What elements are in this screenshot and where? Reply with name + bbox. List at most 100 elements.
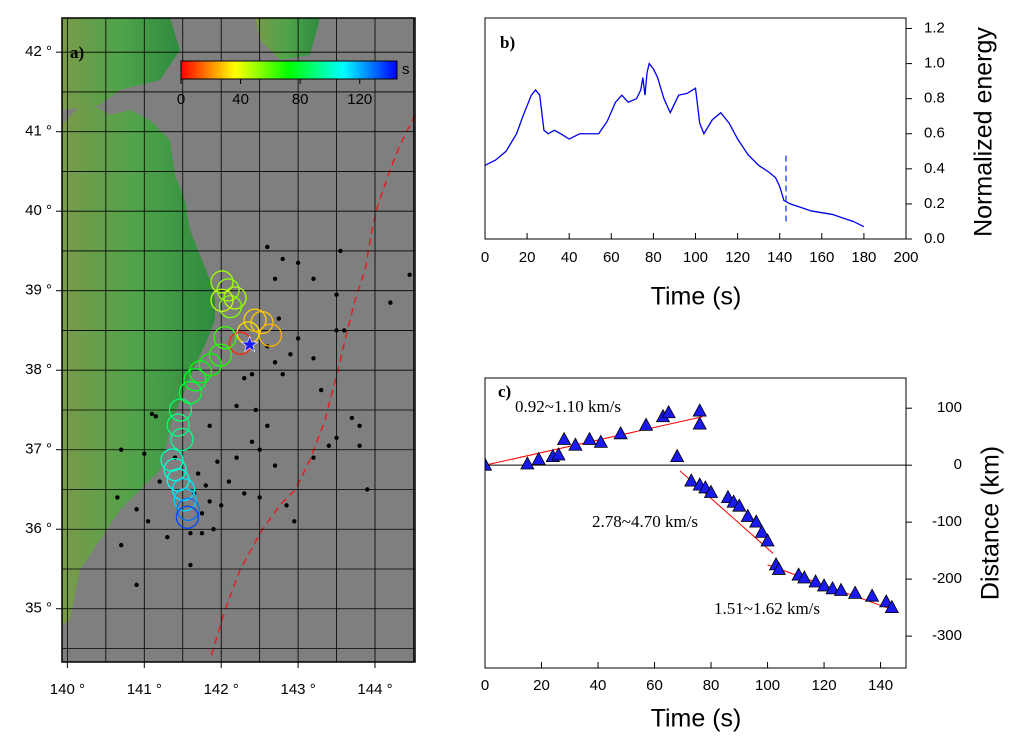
aftershock (273, 463, 277, 467)
aftershock (365, 487, 369, 491)
x-tick-label: 40 (561, 249, 578, 266)
aftershock (357, 444, 361, 448)
x-tick-label: 60 (603, 249, 620, 266)
x-tick-label: 0 (481, 677, 489, 694)
triangle (521, 457, 534, 469)
x-tick-label: 100 (683, 249, 708, 266)
aftershock (292, 519, 296, 523)
x-tick-label: 144 ° (357, 681, 392, 698)
aftershock (219, 503, 223, 507)
aftershock (388, 300, 392, 304)
aftershock (273, 360, 277, 364)
x-tick-label: 143 ° (281, 681, 316, 698)
aftershock (296, 336, 300, 340)
panel-label: b) (500, 33, 515, 52)
aftershock (288, 352, 292, 356)
aftershock (227, 479, 231, 483)
aftershock (311, 277, 315, 281)
aftershock (277, 316, 281, 320)
aftershock (211, 527, 215, 531)
aftershock (284, 503, 288, 507)
aftershock (434, 376, 438, 380)
colorbar-unit: s (402, 61, 410, 78)
x-tick-label: 40 (590, 677, 607, 694)
x-tick-label: 140 ° (50, 681, 85, 698)
aftershock (234, 404, 238, 408)
aftershock (430, 448, 434, 452)
x-tick-label: 160 (809, 249, 834, 266)
aftershock (427, 440, 431, 444)
colorbar-tick-label: 40 (232, 91, 249, 108)
x-tick-label: 80 (703, 677, 720, 694)
y-tick-label: 36 ° (25, 520, 52, 537)
aftershock (357, 424, 361, 428)
x-tick-label: 20 (519, 249, 536, 266)
aftershock (250, 440, 254, 444)
x-tick-label: 120 (812, 677, 837, 694)
colorbar-tick-label: 80 (292, 91, 309, 108)
annotation: 0.92~1.10 km/s (515, 397, 621, 416)
y-tick-label: 42 ° (25, 43, 52, 60)
x-tick-label: 200 (893, 249, 918, 266)
aftershock (273, 277, 277, 281)
aftershock (242, 376, 246, 380)
y-tick-label: 1.2 (924, 19, 945, 36)
aftershock (207, 424, 211, 428)
aftershock (134, 507, 138, 511)
distance-plot (479, 404, 913, 668)
triangle (640, 418, 653, 430)
triangle (671, 450, 684, 462)
y-tick-label: 37 ° (25, 441, 52, 458)
x-tick-label: 20 (533, 677, 550, 694)
y-axis-label: Distance (km) (977, 446, 1005, 600)
y-tick-label: -100 (932, 513, 962, 530)
aftershock (215, 459, 219, 463)
aftershock (342, 328, 346, 332)
x-tick-label: 140 (767, 249, 792, 266)
y-tick-label: 0.2 (924, 195, 945, 212)
aftershock (119, 543, 123, 547)
figure: a) s b) Time (s) Normalized energy c) Ti… (0, 0, 1010, 738)
aftershock (115, 495, 119, 499)
x-tick-label: 100 (755, 677, 780, 694)
y-tick-label: 38 ° (25, 361, 52, 378)
aftershock (350, 416, 354, 420)
aftershock (154, 414, 158, 418)
y-tick-label: 41 ° (25, 123, 52, 140)
triangle (693, 417, 706, 429)
aftershock (188, 563, 192, 567)
aftershock (196, 471, 200, 475)
aftershock (207, 499, 211, 503)
x-tick-label: 0 (481, 249, 489, 266)
annotation: 1.51~1.62 km/s (714, 599, 820, 618)
aftershock (319, 388, 323, 392)
energy-frame (485, 18, 906, 239)
annotation: 2.78~4.70 km/s (592, 512, 698, 531)
aftershock (150, 412, 154, 416)
aftershock (311, 356, 315, 360)
y-tick-label: 39 ° (25, 282, 52, 299)
y-tick-label: 35 ° (25, 600, 52, 617)
colorbar-tick-label: 120 (347, 91, 372, 108)
y-tick-label: 0.4 (924, 160, 945, 177)
x-tick-label: 120 (725, 249, 750, 266)
aftershock (142, 451, 146, 455)
triangle (685, 474, 698, 486)
panel-label: c) (498, 382, 511, 401)
aftershock (254, 408, 258, 412)
x-tick-label: 80 (645, 249, 662, 266)
y-tick-label: -300 (932, 627, 962, 644)
aftershock (296, 261, 300, 265)
aftershock (188, 531, 192, 535)
y-tick-label: 0.0 (924, 230, 945, 247)
map (62, 18, 439, 662)
aftershock (204, 483, 208, 487)
y-tick-label: -200 (932, 570, 962, 587)
panel-label: a) (70, 43, 84, 62)
aftershock (134, 583, 138, 587)
aftershock (250, 372, 254, 376)
triangle (849, 586, 862, 598)
y-tick-label: 0 (954, 456, 962, 473)
aftershock (334, 292, 338, 296)
aftershock (265, 245, 269, 249)
